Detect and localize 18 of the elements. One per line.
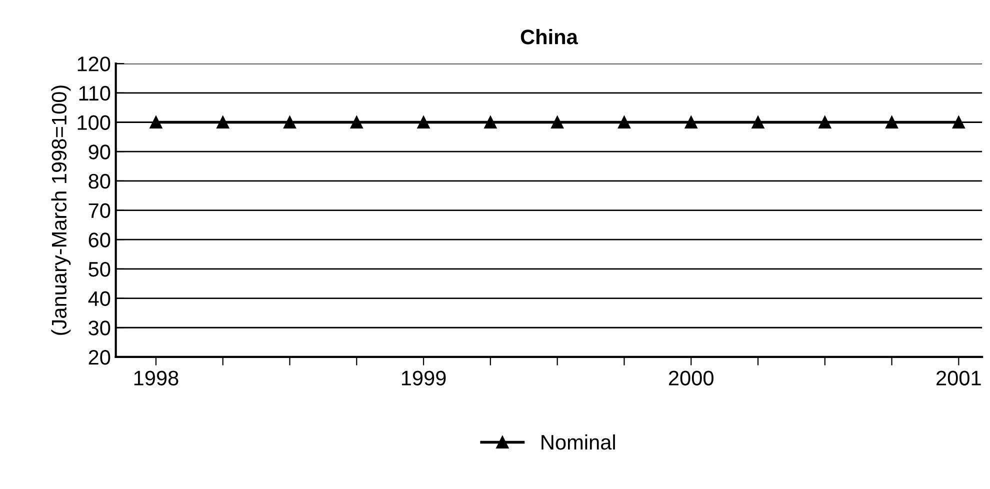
y-tick-label: 20 xyxy=(88,350,110,365)
y-tick-label: 120 xyxy=(78,56,110,72)
legend-label: Nominal xyxy=(542,434,615,450)
y-tick-label: 40 xyxy=(88,291,110,306)
x-tick-label: 1998 xyxy=(134,370,178,386)
y-axis-title: (January-March 1998=100) xyxy=(51,86,71,335)
y-tick-label: 60 xyxy=(88,232,110,248)
y-tick-label: 30 xyxy=(88,320,110,336)
y-tick-label: 50 xyxy=(88,262,110,277)
x-tick-label: 1999 xyxy=(402,370,446,386)
x-tick-label: 2000 xyxy=(668,370,714,386)
y-tick-label: 90 xyxy=(88,144,110,160)
y-tick-label: 70 xyxy=(88,203,110,218)
y-tick-label: 110 xyxy=(79,86,110,101)
chart-title: China xyxy=(520,29,578,44)
y-tick-label: 80 xyxy=(88,174,110,189)
x-tick-label: 2001 xyxy=(936,370,981,386)
y-tick-label: 100 xyxy=(78,115,110,130)
